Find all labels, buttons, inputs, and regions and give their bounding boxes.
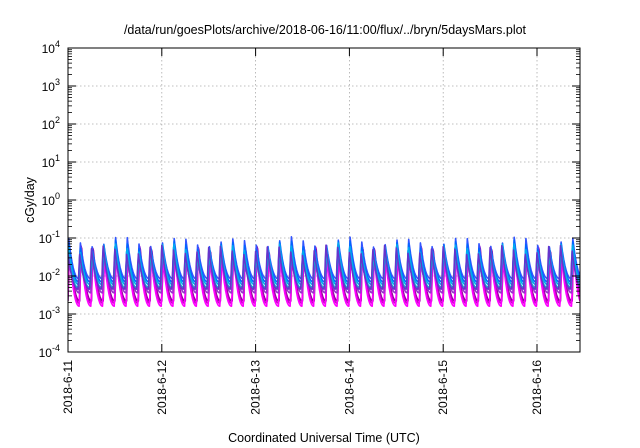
x-tick-label: 2018-6-12 [155, 360, 169, 415]
y-tick-exponent: 0 [55, 191, 60, 201]
x-tick-label: 2018-6-15 [436, 360, 450, 415]
y-tick-exponent: -3 [52, 305, 60, 315]
series-layer [68, 236, 580, 307]
series-line [68, 244, 580, 290]
x-tick-label: 2018-6-16 [530, 360, 544, 415]
x-tick-label: 2018-6-11 [61, 360, 75, 414]
y-tick-label: 102 [42, 115, 60, 132]
y-tick-exponent: 2 [55, 115, 60, 125]
y-tick-exponent: -4 [52, 343, 60, 353]
chart-title: /data/run/goesPlots/archive/2018-06-16/1… [124, 23, 527, 37]
y-tick-label: 10-3 [39, 305, 60, 322]
x-tick-label: 2018-6-13 [249, 360, 263, 415]
y-tick-exponent: -2 [52, 267, 60, 277]
y-tick-label: 100 [42, 191, 60, 208]
y-tick-label: 104 [42, 39, 60, 56]
series-line [68, 250, 580, 307]
y-tick-exponent: -1 [52, 229, 60, 239]
x-axis-title: Coordinated Universal Time (UTC) [228, 431, 420, 445]
x-tick-layer: 2018-6-11 2018-6-12 2018-6-13 2018-6-14 2018… [61, 48, 544, 415]
y-axis-title: cGy/day [23, 176, 37, 223]
x-tick-label: 2018-6-14 [342, 360, 356, 415]
y-tick-label: 101 [42, 153, 60, 170]
y-tick-label: 103 [42, 77, 60, 94]
y-tick-label: 10-1 [39, 229, 60, 246]
y-tick-exponent: 1 [55, 153, 60, 163]
y-tick-label: 10-2 [39, 267, 60, 284]
y-tick-exponent: 3 [55, 77, 60, 87]
y-tick-label: 10-4 [39, 343, 60, 360]
y-tick-exponent: 4 [55, 39, 60, 49]
